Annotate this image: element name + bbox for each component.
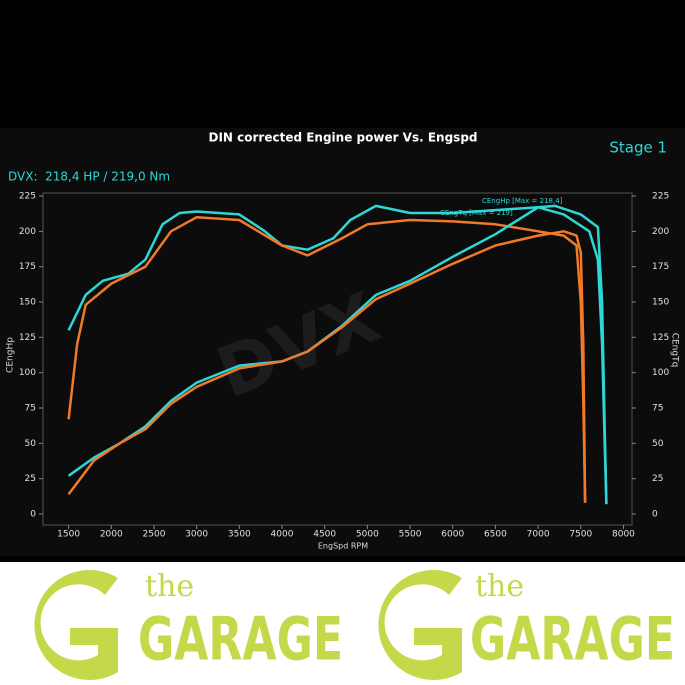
logo-left: the GARAGE [34,569,343,680]
y2-tick-label: 175 [652,262,669,272]
y-tick-label: 225 [19,192,36,202]
series-line [67,215,587,503]
y2-tick-label: 75 [652,404,663,414]
y-tick-label: 100 [19,368,36,378]
x-tick-label: 5500 [399,530,422,540]
series-line [67,204,608,505]
series-line [67,230,587,503]
logo-small: the [145,569,194,604]
x-tick-label: 7000 [527,530,550,540]
y2-tick-label: 225 [652,192,669,202]
y2-tick-label: 150 [652,298,669,308]
y-tick-label: 200 [19,227,36,237]
series-line [67,204,608,505]
y2-tick-label: 0 [652,510,658,520]
y-tick-label: 25 [25,474,36,484]
y-tick-label: 50 [25,439,37,449]
logo-big: GARAGE [138,605,343,675]
logo-right: the GARAGE [378,569,675,680]
logo-big: GARAGE [470,605,675,675]
x-tick-label: 3000 [185,530,208,540]
chart-panel [0,128,685,556]
summary: DVX: 218,4 HP / 219,0 Nm [8,170,170,184]
x-tick-label: 5000 [356,530,379,540]
y-tick-label: 175 [19,262,36,272]
series-label: CEngTq [Max = 219] [440,209,513,217]
y-tick-label: 150 [19,298,36,308]
y2-tick-label: 50 [652,439,664,449]
y2-axis-title: CEngTq [670,333,680,368]
plot-frame [42,192,633,526]
x-tick-label: 7500 [569,530,592,540]
x-tick-label: 6000 [441,530,464,540]
y2-tick-label: 125 [652,333,669,343]
logo-g [34,570,118,680]
y2-tick-label: 100 [652,368,669,378]
x-tick-label: 4500 [313,530,336,540]
logo-g [378,570,462,680]
y-tick-label: 125 [19,333,36,343]
x-axis-title: EngSpd RPM [318,542,368,551]
x-tick-label: 1500 [57,530,80,540]
y2-tick-label: 25 [652,474,663,484]
chart-title: DIN corrected Engine power Vs. Engspd [208,131,477,145]
y2-tick-label: 200 [652,227,669,237]
y-tick-label: 0 [30,510,36,520]
stage-label: Stage 1 [609,139,667,157]
x-tick-label: 3500 [228,530,251,540]
y-tick-label: 75 [25,404,36,414]
x-tick-label: 8000 [612,530,635,540]
x-tick-label: 6500 [484,530,507,540]
x-tick-label: 2000 [100,530,123,540]
series-label: CEngHp [Max = 218,4] [482,197,563,205]
x-tick-label: 4000 [271,530,294,540]
x-tick-label: 2500 [143,530,166,540]
y-axis-title: CEngHp [6,337,16,373]
logo-small: the [475,569,524,604]
